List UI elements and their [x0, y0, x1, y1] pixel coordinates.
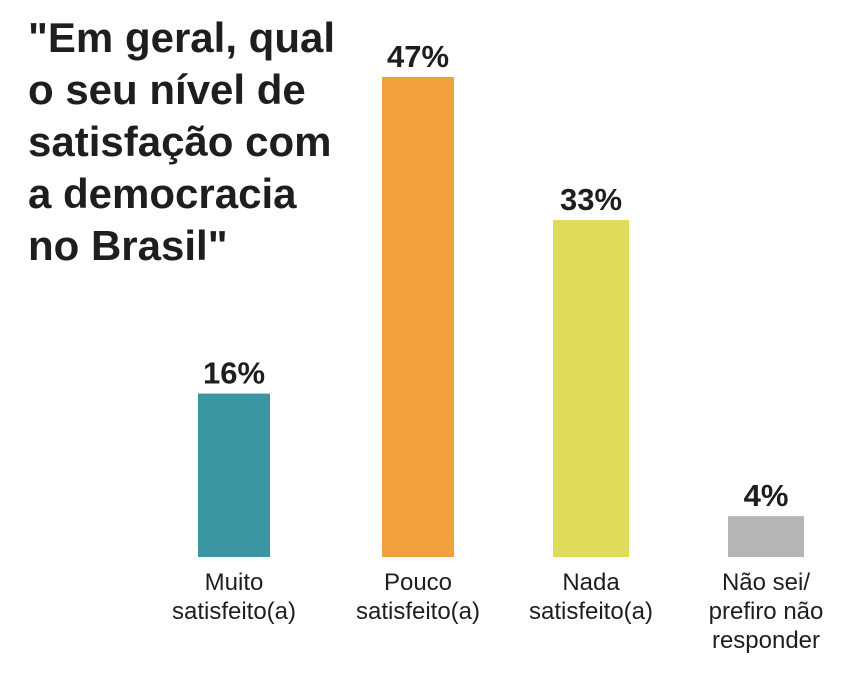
category-labels: Muitosatisfeito(a)Poucosatisfeito(a)Nada…	[172, 569, 823, 654]
bars	[198, 77, 804, 557]
category-label: Não sei/	[722, 569, 810, 596]
bar	[553, 219, 629, 557]
bar	[382, 77, 454, 557]
bar-value-label: 4%	[744, 478, 789, 513]
category-label: Pouco	[384, 569, 452, 596]
category-label: satisfeito(a)	[172, 598, 296, 625]
value-labels: 16% 47% 33% 4%	[203, 39, 788, 513]
chart-title-line: satisfação com	[28, 118, 331, 165]
bar-value-label: 47%	[387, 39, 449, 74]
category-label: satisfeito(a)	[356, 598, 480, 625]
bar	[728, 516, 804, 557]
category-label: responder	[712, 627, 820, 654]
bar-value-label: 16%	[203, 356, 265, 391]
category-label: Muito	[205, 569, 264, 596]
category-label: satisfeito(a)	[529, 598, 653, 625]
chart-title-line: no Brasil"	[28, 222, 228, 269]
bar	[198, 393, 270, 557]
chart-title-line: "Em geral, qual	[28, 14, 335, 61]
bar-value-label: 33%	[560, 182, 622, 217]
category-label: Nada	[562, 569, 620, 596]
category-label: prefiro não	[709, 598, 824, 625]
chart-title: "Em geral, qual o seu nível de satisfação …	[28, 14, 335, 269]
chart-title-line: o seu nível de	[28, 66, 306, 113]
chart-title-line: a democracia	[28, 170, 297, 217]
